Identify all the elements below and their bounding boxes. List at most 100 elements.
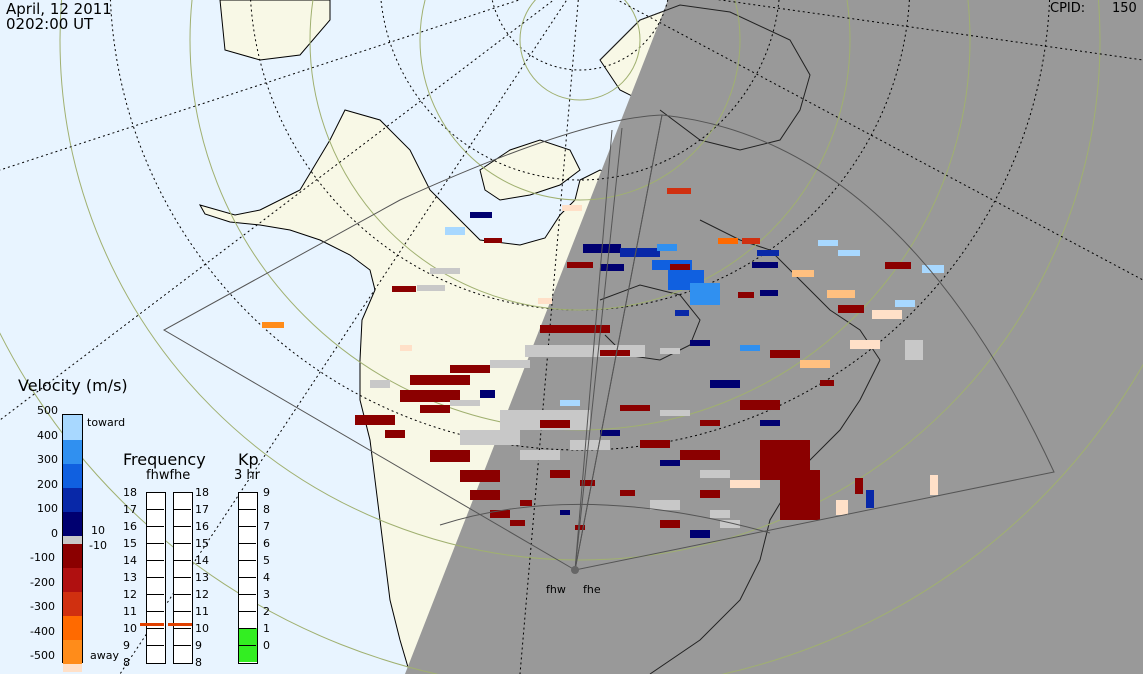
night-shading	[405, 0, 1143, 674]
scatter-cell	[905, 340, 923, 360]
scatter-cell	[400, 345, 412, 351]
frequency-gridline	[173, 560, 191, 561]
scatter-cell	[560, 510, 570, 515]
scatter-cell	[700, 490, 720, 498]
frequency-gridline	[146, 509, 164, 510]
scatter-cell	[600, 350, 630, 356]
kp-gridline	[238, 645, 256, 646]
scatter-cell	[675, 310, 689, 316]
kp-column	[238, 492, 258, 664]
scatter-cell	[562, 205, 582, 211]
velocity-color-band	[63, 488, 82, 512]
velocity-color-band	[63, 440, 82, 464]
frequency-tick-label: 15	[123, 537, 137, 550]
frequency-tick-label: 8	[123, 656, 130, 669]
velocity-tick-label: -100	[30, 551, 55, 564]
velocity-tick-label: 200	[37, 477, 58, 491]
scatter-cell	[570, 440, 610, 450]
scatter-cell	[450, 365, 490, 373]
frequency-gridline	[146, 526, 164, 527]
velocity-color-band	[63, 536, 82, 544]
kp-tick-label: 9	[263, 486, 270, 499]
scatter-cell	[470, 490, 500, 500]
kp-gridline	[238, 611, 256, 612]
frequency-tick-label: 11	[195, 605, 209, 618]
scatter-cell	[538, 298, 552, 304]
scatter-cell	[836, 500, 848, 515]
scatter-cell	[885, 262, 911, 269]
scatter-cell	[600, 264, 624, 271]
scatter-cell	[738, 292, 754, 298]
frequency-tick-label: 18	[123, 486, 137, 499]
velocity-color-band	[63, 512, 82, 536]
scatter-cell	[855, 478, 863, 494]
velocity-color-band	[63, 640, 82, 664]
scatter-cell	[550, 470, 570, 478]
frequency-gridline	[146, 577, 164, 578]
kp-subtitle: 3 hr	[234, 468, 260, 483]
frequency-tick-label: 16	[195, 520, 209, 533]
frequency-tick-label: 8	[195, 656, 202, 669]
frequency-tick-label: 14	[195, 554, 209, 567]
kp-tick-label: 5	[263, 554, 270, 567]
frequency-gridline	[173, 645, 191, 646]
scatter-cell	[410, 375, 470, 385]
scatter-cell	[460, 430, 520, 445]
scatter-cell	[838, 250, 860, 256]
scatter-cell	[740, 400, 780, 410]
scatter-cell	[620, 405, 650, 411]
scatter-cell	[800, 360, 830, 368]
scatter-cell	[700, 470, 730, 478]
frequency-gridline	[173, 526, 191, 527]
velocity-tick-label: 500	[37, 404, 58, 417]
frequency-gridline	[146, 560, 164, 561]
velocity-color-band	[63, 544, 82, 568]
scatter-cell	[510, 520, 525, 526]
frequency-tick-label: 9	[123, 639, 130, 652]
scatter-cell	[262, 322, 284, 328]
scatter-cell	[742, 238, 760, 244]
scatter-cell	[690, 530, 710, 538]
scatter-cell	[850, 340, 880, 349]
frequency-tick-label: 18	[195, 486, 209, 499]
scatter-cell	[417, 285, 445, 291]
velocity-color-band	[63, 616, 82, 640]
scatter-cell	[420, 405, 450, 413]
kp-tick-label: 8	[263, 503, 270, 516]
cpid-label: CPID:	[1050, 1, 1086, 16]
frequency-gridline	[173, 543, 191, 544]
kp-tick-label: 0	[263, 639, 270, 652]
velocity-tick-label: 100	[37, 502, 58, 515]
scatter-cell	[895, 300, 915, 307]
scatter-cell	[385, 430, 405, 438]
frequency-tick-label: 12	[123, 588, 137, 601]
frequency-column	[146, 492, 166, 664]
scatter-cell	[700, 420, 720, 426]
away-label: away	[90, 649, 119, 662]
frequency-gridline	[146, 543, 164, 544]
scatter-cell	[690, 283, 720, 305]
scatter-cell	[827, 290, 855, 298]
kp-tick-label: 3	[263, 588, 270, 601]
velocity-color-band	[63, 592, 82, 616]
ground-scatter-lower: -10	[89, 539, 107, 552]
kp-tick-label: 6	[263, 537, 270, 550]
scatter-cell	[490, 510, 510, 518]
scatter-cell	[718, 238, 738, 244]
frequency-gridline	[146, 645, 164, 646]
velocity-tick-label: 400	[37, 428, 58, 442]
ground-scatter-upper: 10	[91, 524, 105, 537]
date-label: April, 12 2011	[6, 0, 112, 18]
scatter-cell	[660, 520, 680, 528]
frequency-gridline	[173, 577, 191, 578]
frequency-marker	[168, 622, 192, 626]
frequency-tick-label: 17	[123, 503, 137, 516]
scatter-cell	[838, 305, 864, 313]
frequency-gridline	[173, 611, 191, 612]
frequency-title: Frequency	[123, 450, 206, 469]
velocity-tick-label: -500	[30, 649, 55, 662]
kp-gridline	[238, 594, 256, 595]
kp-tick-label: 1	[263, 622, 270, 635]
